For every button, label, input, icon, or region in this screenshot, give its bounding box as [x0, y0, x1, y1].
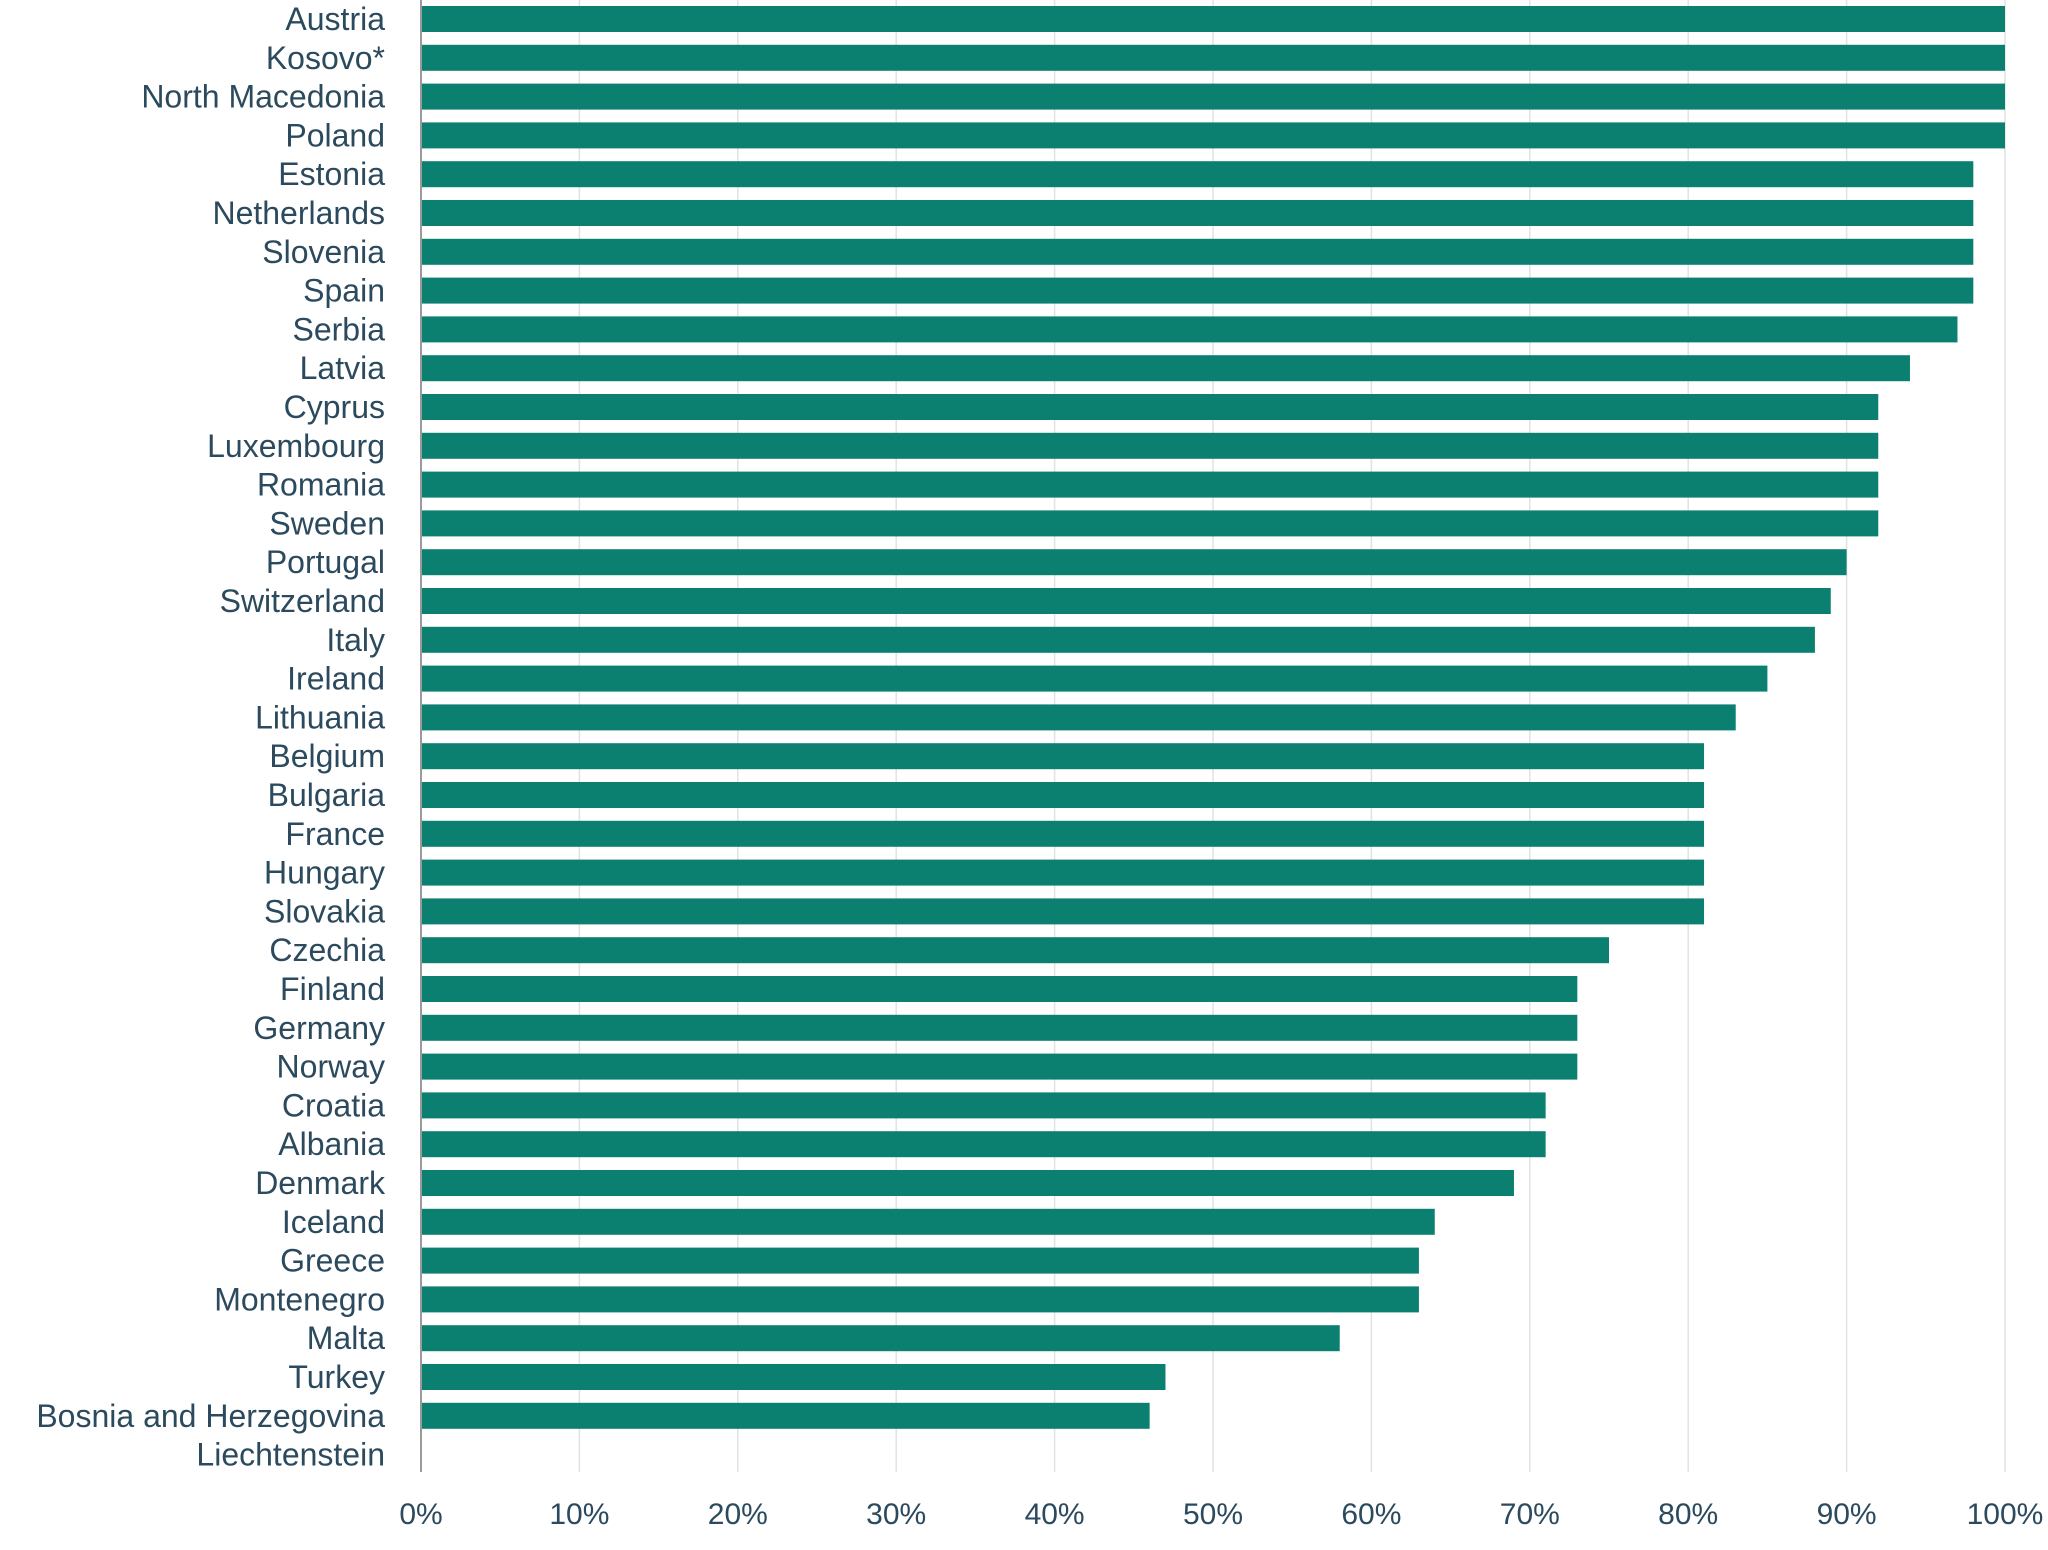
bar: [421, 432, 1879, 459]
category-label: Finland: [280, 971, 385, 1007]
bar: [421, 355, 1910, 382]
category-label: Albania: [278, 1126, 385, 1162]
category-label: Turkey: [288, 1359, 385, 1395]
category-label: Netherlands: [212, 195, 385, 231]
bar: [421, 471, 1879, 498]
bar: [421, 122, 2005, 149]
bar: [421, 665, 1768, 692]
bar: [421, 1053, 1578, 1080]
x-tick-label: 10%: [549, 1498, 609, 1531]
category-label: North Macedonia: [141, 79, 385, 115]
category-label: Denmark: [255, 1165, 386, 1201]
bar: [421, 1364, 1166, 1390]
x-tick-label: 0%: [399, 1498, 442, 1531]
x-tick-label: 40%: [1025, 1498, 1085, 1531]
category-label: Bulgaria: [268, 777, 386, 813]
category-label: Estonia: [278, 156, 385, 192]
x-tick-label: 50%: [1183, 1498, 1243, 1531]
bar: [421, 588, 1831, 614]
x-tick-label: 70%: [1500, 1498, 1560, 1531]
bar: [421, 1325, 1340, 1352]
category-label: Kosovo*: [266, 40, 385, 76]
category-label: Romania: [257, 467, 385, 503]
category-label: Norway: [277, 1049, 385, 1085]
x-tick-label: 30%: [866, 1498, 926, 1531]
x-axis-ticks: 0% 10% 20% 30% 40% 50% 60% 70% 80% 90% 100%: [399, 1498, 2043, 1531]
category-label: Iceland: [282, 1204, 385, 1240]
bar: [421, 1247, 1419, 1274]
category-label: Croatia: [282, 1087, 385, 1123]
category-label: Switzerland: [220, 583, 385, 619]
bar: [421, 44, 2005, 71]
bar: [421, 937, 1609, 964]
bar: [421, 316, 1958, 343]
category-label: Portugal: [266, 544, 385, 580]
category-label: Austria: [285, 1, 385, 37]
bar: [421, 820, 1705, 847]
bar: [421, 83, 2005, 110]
bar: [421, 1014, 1578, 1041]
bar: [421, 238, 1974, 265]
category-label: Bosnia and Herzegovina: [36, 1398, 385, 1434]
category-label: France: [285, 816, 385, 852]
category-label: Belgium: [269, 738, 385, 774]
category-label: Serbia: [293, 311, 386, 347]
bar: [421, 782, 1705, 808]
bar: [421, 510, 1879, 537]
category-label: Malta: [307, 1320, 385, 1356]
category-label: Ireland: [287, 661, 385, 697]
bar: [421, 859, 1705, 886]
category-label: Slovenia: [262, 234, 385, 270]
x-tick-label: 90%: [1817, 1498, 1877, 1531]
x-tick-label: 80%: [1658, 1498, 1718, 1531]
category-label: Czechia: [269, 932, 385, 968]
category-label: Greece: [280, 1243, 385, 1279]
bar: [421, 743, 1705, 770]
category-label: Sweden: [269, 505, 385, 541]
bar: [421, 161, 1974, 188]
bar: [421, 277, 1974, 304]
bar: [421, 1131, 1546, 1158]
category-label: Poland: [285, 117, 385, 153]
bars: [421, 6, 2005, 1429]
category-label: Latvia: [300, 350, 386, 386]
x-tick-label: 100%: [1967, 1498, 2044, 1531]
category-label: Cyprus: [284, 389, 385, 425]
bar: [421, 1402, 1150, 1429]
x-tick-label: 60%: [1341, 1498, 1401, 1531]
category-label: Italy: [326, 622, 385, 658]
bar: [421, 1208, 1435, 1235]
bar: [421, 898, 1705, 925]
bar: [421, 6, 2005, 32]
category-label: Montenegro: [214, 1281, 385, 1317]
x-tick-label: 20%: [708, 1498, 768, 1531]
category-label: Slovakia: [264, 893, 385, 929]
bar: [421, 626, 1815, 653]
category-label: Liechtenstein: [196, 1437, 385, 1473]
category-label: Lithuania: [255, 699, 385, 735]
bar: [421, 549, 1847, 576]
bar: [421, 1286, 1419, 1313]
bar: [421, 200, 1974, 226]
bar: [421, 976, 1578, 1002]
bar: [421, 1170, 1514, 1196]
bar: [421, 394, 1879, 420]
category-label: Germany: [253, 1010, 385, 1046]
category-label: Spain: [303, 273, 385, 309]
category-label: Luxembourg: [207, 428, 385, 464]
category-label: Hungary: [264, 855, 385, 891]
bar: [421, 704, 1736, 731]
bar: [421, 1092, 1546, 1119]
